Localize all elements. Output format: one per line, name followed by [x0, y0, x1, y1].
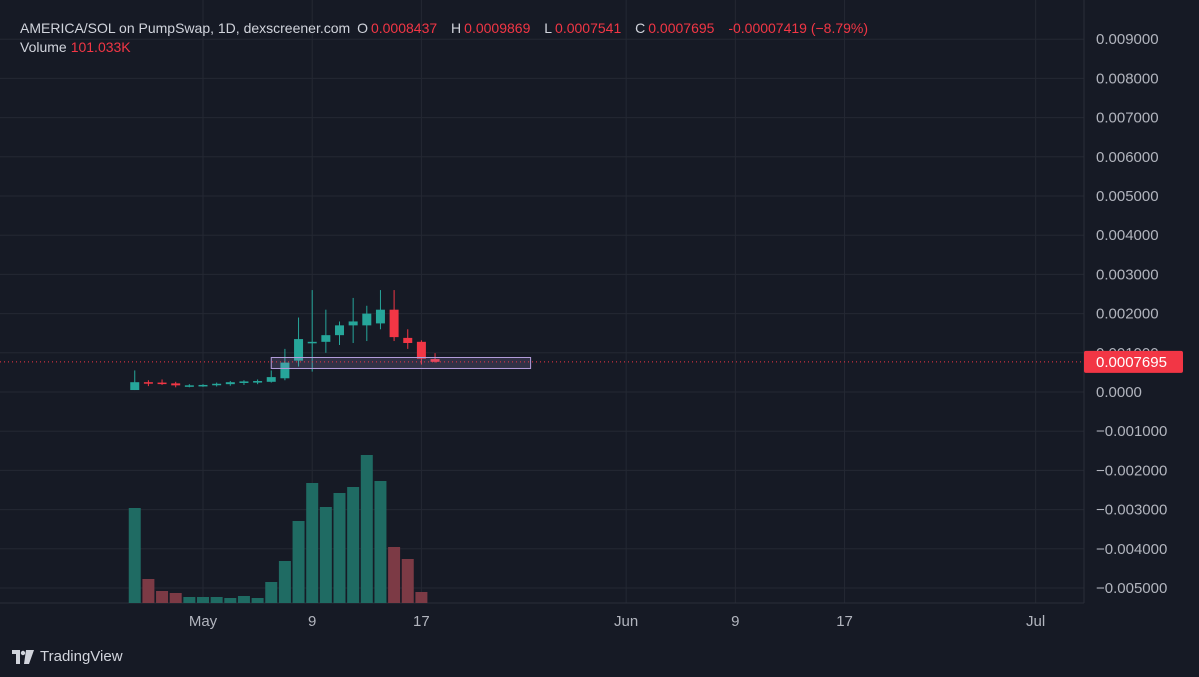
- candle-body: [130, 382, 140, 391]
- legend-header: AMERICA/SOL on PumpSwap, 1D, dexscreener…: [20, 20, 878, 36]
- candle-body: [157, 382, 167, 385]
- candle-body: [253, 381, 263, 383]
- volume-bar: [360, 455, 373, 603]
- volume-bar: [210, 597, 223, 603]
- volume-legend: Volume 101.033K: [20, 39, 131, 55]
- price-tick-label: 0.003000: [1096, 266, 1159, 283]
- price-axis[interactable]: 0.009000 0.008000 0.007000 0.006000 0.005000…: [1084, 31, 1183, 597]
- price-tick-label: −0.004000: [1096, 541, 1167, 558]
- last-price-badge: [1084, 350, 1183, 373]
- candle-body: [362, 313, 372, 326]
- price-tick-label: 0.0000: [1096, 384, 1142, 401]
- time-tick-label: 9: [308, 613, 316, 630]
- volume-bar: [306, 483, 319, 603]
- volume-bar: [265, 582, 278, 603]
- price-tick-label: 0.009000: [1096, 31, 1159, 48]
- time-tick-label: Jul: [1026, 613, 1045, 630]
- volume-bar: [319, 507, 332, 603]
- time-tick-label: 17: [836, 613, 853, 630]
- open-label: O: [357, 20, 368, 36]
- volume-bar: [401, 559, 414, 603]
- candle-body: [348, 321, 358, 326]
- candle-body: [294, 339, 304, 361]
- low-label: L: [544, 20, 553, 36]
- volume-bar: [278, 561, 291, 603]
- low-value: 0.0007541: [555, 20, 622, 36]
- volume-histogram: [128, 455, 428, 603]
- brand-name: TradingView: [40, 648, 123, 665]
- candle-body: [198, 384, 208, 387]
- last-price-label: 0.0007695: [1096, 354, 1167, 371]
- price-tick-label: 0.006000: [1096, 149, 1159, 166]
- candle-body: [403, 337, 413, 343]
- time-tick-label: May: [189, 613, 218, 630]
- price-tick-label: −0.003000: [1096, 502, 1167, 519]
- candle-body: [239, 381, 249, 383]
- volume-bar: [197, 597, 209, 603]
- volume-value: 101.033K: [70, 39, 131, 55]
- high-value: 0.0009869: [464, 20, 531, 36]
- price-tick-label: 0.008000: [1096, 70, 1159, 87]
- candle-body: [171, 383, 181, 386]
- candle-body: [321, 335, 331, 342]
- open-value: 0.0008437: [370, 20, 438, 36]
- volume-bar: [169, 593, 182, 603]
- volume-bar: [292, 521, 305, 603]
- volume-bar: [183, 597, 196, 603]
- volume-label[interactable]: Volume: [20, 39, 67, 55]
- volume-bar: [128, 508, 141, 603]
- volume-bar: [333, 493, 346, 603]
- candle-body: [430, 359, 440, 362]
- candle-body: [416, 341, 426, 359]
- candle-body: [184, 385, 194, 387]
- candle-body: [266, 377, 276, 382]
- volume-bar: [142, 579, 155, 603]
- candle-body: [212, 383, 222, 386]
- price-tick-label: 0.005000: [1096, 188, 1159, 205]
- volume-bar: [388, 547, 401, 603]
- candle-body: [335, 325, 344, 336]
- candle-body: [389, 309, 399, 338]
- close-label: C: [635, 20, 646, 36]
- time-tick-label: Jun: [614, 613, 638, 630]
- candle-body: [225, 382, 235, 385]
- candlestick-series: [130, 290, 440, 391]
- candle-body: [280, 362, 290, 379]
- volume-bar: [251, 598, 264, 603]
- time-axis[interactable]: May 9 17 Jun 9 17 Jul: [189, 613, 1045, 630]
- price-tick-label: 0.007000: [1096, 110, 1159, 127]
- candle-body: [143, 382, 153, 384]
- close-value: 0.0007695: [648, 20, 715, 36]
- candle-body: [375, 309, 385, 324]
- time-tick-label: 9: [731, 613, 739, 630]
- volume-bar: [415, 592, 428, 603]
- volume-bar: [374, 481, 387, 603]
- chart-grid: [0, 0, 1085, 604]
- price-tick-label: −0.002000: [1096, 462, 1167, 479]
- candle-body: [307, 341, 317, 344]
- volume-bar: [156, 591, 169, 603]
- highlight-rectangle: [270, 357, 532, 369]
- tradingview-icon: [12, 649, 34, 664]
- price-tick-label: 0.004000: [1096, 227, 1159, 244]
- high-label: H: [451, 20, 462, 36]
- price-tick-label: 0.002000: [1096, 306, 1159, 323]
- volume-bar: [224, 598, 237, 603]
- volume-bar: [347, 487, 360, 603]
- drawing-overlay[interactable]: [0, 357, 1084, 369]
- change-value: -0.00007419 (−8.79%): [728, 20, 869, 36]
- tradingview-logo[interactable]: TradingView: [12, 648, 123, 665]
- volume-bar: [237, 596, 250, 603]
- symbol-title[interactable]: AMERICA/SOL on PumpSwap, 1D, dexscreener…: [20, 20, 351, 36]
- price-tick-label: −0.005000: [1096, 580, 1167, 597]
- price-tick-label: −0.001000: [1096, 423, 1167, 440]
- time-tick-label: 17: [413, 613, 430, 630]
